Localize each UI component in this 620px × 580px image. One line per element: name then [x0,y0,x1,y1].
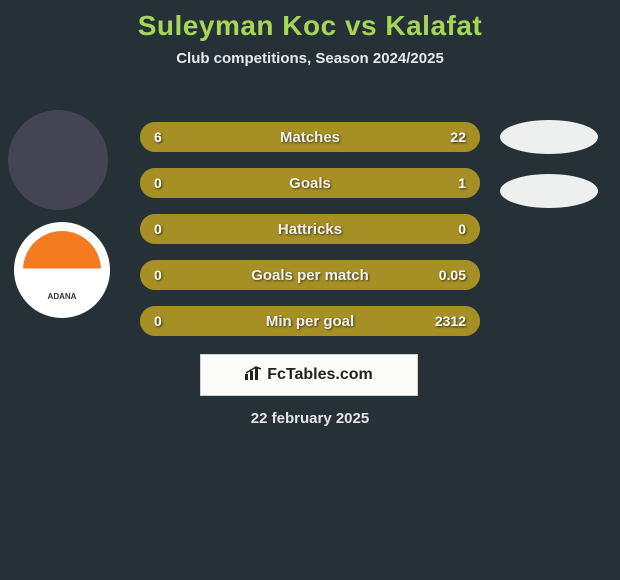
club-name: ADANA [48,292,77,301]
stat-label: Matches [140,122,480,152]
stat-row: Goals0 1 [140,168,480,198]
comparison-card: Suleyman Koc vs Kalafat Club competition… [0,0,620,580]
stat-value-left: 0 [154,260,162,290]
stat-label: Goals per match [140,260,480,290]
page-title: Suleyman Koc vs Kalafat [0,0,620,42]
stat-value-left: 0 [154,168,162,198]
stat-value-left: 0 [154,306,162,336]
stat-label: Hattricks [140,214,480,244]
stat-value-right: 22 [450,122,466,152]
player-avatar [8,110,108,210]
stat-label: Min per goal [140,306,480,336]
stat-row: Matches6 22 [140,122,480,152]
club-badge: ADANA [14,222,110,318]
stat-value-right: 0 [458,214,466,244]
stat-value-right: 1 [458,168,466,198]
stat-value-right: 0.05 [439,260,466,290]
chart-icon [245,366,263,384]
player2-avatar-placeholder [500,120,598,154]
date-label: 22 february 2025 [0,410,620,427]
stat-value-right: 2312 [435,306,466,336]
stat-value-left: 6 [154,122,162,152]
stat-label: Goals [140,168,480,198]
left-avatars: ADANA [8,110,110,330]
stats-panel: Matches622Goals01Hattricks00Goals per ma… [140,122,480,352]
watermark-text: FcTables.com [267,366,373,384]
club2-badge-placeholder [500,174,598,208]
watermark: FcTables.com [200,354,418,396]
stat-row: Hattricks0 0 [140,214,480,244]
subtitle: Club competitions, Season 2024/2025 [0,50,620,67]
club-badge-inner: ADANA [23,231,101,309]
stat-value-left: 0 [154,214,162,244]
stat-row: Min per goal0 2312 [140,306,480,336]
right-avatars [500,120,598,228]
stat-row: Goals per match0 0.05 [140,260,480,290]
